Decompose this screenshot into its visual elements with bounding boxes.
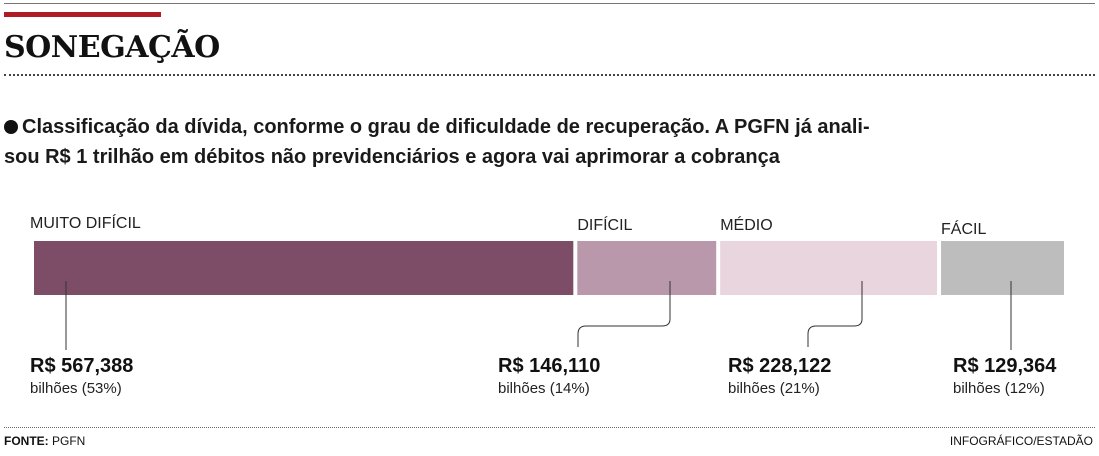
category-label-facil: FÁCIL [941, 219, 986, 238]
dotted-divider [4, 74, 1095, 76]
accent-bar [4, 12, 161, 17]
credit-note: INFOGRÁFICO/ESTADÃO [949, 434, 1093, 448]
footer-divider [4, 427, 1095, 428]
subtitle-line-1-text: Classificação da dívida, conforme o grau… [22, 116, 870, 138]
share-label-dificil: bilhões (14%) [498, 380, 590, 397]
stacked-bar-chart: MUITO DIFÍCIL R$ 567,388 bilhões (53%) DIFÍ… [30, 213, 1064, 397]
bar-segment-dificil [577, 241, 717, 295]
bar-segment-medio [720, 241, 938, 295]
bullet-icon [4, 120, 18, 134]
leader-line-medio [807, 281, 863, 347]
source-name: PGFN [52, 434, 86, 448]
subtitle-line-1: Classificação da dívida, conforme o grau… [4, 112, 1004, 142]
source-note: FONTE: PGFN [4, 434, 85, 448]
bar-segment-muito-dificil [34, 241, 574, 295]
subtitle: Classificação da dívida, conforme o grau… [4, 112, 1004, 172]
value-label-medio: R$ 228,122 [728, 355, 831, 377]
value-label-facil: R$ 129,364 [953, 355, 1057, 377]
category-label-dificil: DIFÍCIL [577, 215, 632, 234]
category-label-muito-dificil: MUITO DIFÍCIL [30, 213, 141, 232]
headline: SONEGAÇÃO [4, 30, 220, 65]
bar-segment-facil [941, 241, 1064, 295]
top-rule [4, 3, 1095, 4]
source-label: FONTE: [4, 434, 49, 448]
leader-line-dificil [577, 281, 671, 347]
value-label-dificil: R$ 146,110 [498, 355, 600, 377]
share-label-muito-dificil: bilhões (53%) [30, 380, 122, 397]
share-label-facil: bilhões (12%) [953, 380, 1045, 397]
subtitle-line-2: sou R$ 1 trilhão em débitos não previden… [4, 146, 780, 168]
category-label-medio: MÉDIO [720, 215, 772, 234]
value-label-muito-dificil: R$ 567,388 [30, 355, 133, 377]
share-label-medio: bilhões (21%) [728, 380, 820, 397]
